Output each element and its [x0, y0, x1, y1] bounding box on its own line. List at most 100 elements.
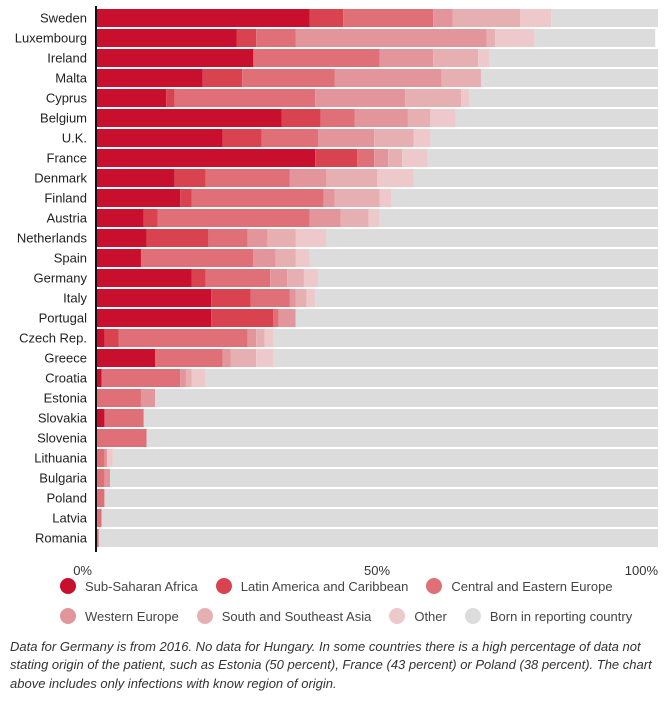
bar-segment — [96, 189, 181, 207]
bar-segment — [374, 149, 389, 167]
bar-segment — [104, 449, 108, 467]
category-label: Italy — [63, 291, 87, 306]
bar-segment — [205, 169, 290, 187]
chart-footnote: Data for Germany is from 2016. No data f… — [10, 639, 652, 691]
bar-segment — [413, 169, 658, 187]
bar-segment — [236, 29, 257, 47]
bar-segment — [191, 189, 324, 207]
bar-segment — [326, 229, 658, 247]
bar-segment — [96, 149, 316, 167]
legend-item-latin-america: Latin America and Caribbean — [215, 578, 408, 594]
bar-segment — [388, 149, 403, 167]
bar-segment — [379, 49, 434, 67]
legend-label: South and Southeast Asia — [221, 608, 372, 624]
bar-segment — [295, 249, 310, 267]
bar-segment — [104, 489, 659, 507]
bar-segment — [486, 29, 496, 47]
bar-segment — [96, 469, 105, 487]
category-label: Poland — [47, 491, 87, 506]
bar-segment — [247, 229, 268, 247]
bar-segment — [256, 329, 265, 347]
bar-segment — [461, 89, 470, 107]
category-label: Finland — [44, 191, 87, 206]
bar-segment — [278, 309, 296, 327]
bar-segment — [295, 229, 327, 247]
category-label: Croatia — [45, 371, 88, 386]
category-label: Bulgaria — [39, 471, 87, 486]
bar-segment — [343, 9, 434, 27]
category-label: Estonia — [44, 391, 88, 406]
bar-segment — [242, 69, 335, 87]
bar-segment — [96, 509, 102, 527]
category-label: Malta — [55, 71, 88, 86]
bar-segment — [96, 129, 223, 147]
legend-label: Born in reporting country — [489, 608, 633, 624]
bar-segment — [104, 469, 111, 487]
bar-segment — [317, 269, 658, 287]
bar-segment — [96, 369, 102, 387]
bar-segment — [427, 149, 658, 167]
bar-segment — [247, 329, 257, 347]
bar-segment — [250, 289, 290, 307]
bar-segment — [96, 329, 105, 347]
bar-segment — [205, 269, 271, 287]
bar-segment — [320, 109, 355, 127]
legend-item-western-europe: Western Europe — [60, 608, 179, 624]
bar-segment — [96, 269, 192, 287]
category-label: Spain — [54, 251, 87, 266]
bar-segment — [413, 129, 431, 147]
bar-segment — [452, 9, 521, 27]
x-tick-label: 0% — [73, 563, 92, 575]
category-label: U.K. — [62, 131, 87, 146]
bar-segment — [146, 229, 209, 247]
bar-segment — [377, 169, 414, 187]
bar-segment — [96, 89, 167, 107]
bar-segment — [315, 289, 658, 307]
legend-swatch — [464, 608, 481, 624]
bar-segment — [374, 129, 414, 147]
bar-segment — [309, 9, 344, 27]
bar-segment — [273, 309, 279, 327]
legend-swatch — [389, 608, 406, 624]
bar-segment — [433, 49, 479, 67]
bar-segment — [323, 189, 335, 207]
bar-segment — [166, 89, 175, 107]
bar-segment — [140, 389, 156, 407]
bar-segment — [96, 389, 141, 407]
category-label: Netherlands — [17, 231, 88, 246]
bar-segment — [430, 129, 658, 147]
bar-segment — [96, 349, 156, 367]
category-label: Latvia — [52, 511, 87, 526]
bar-segment — [230, 349, 257, 367]
bar-segment — [441, 69, 481, 87]
bar-segment — [264, 329, 274, 347]
bar-segment — [317, 129, 375, 147]
x-tick-label: 100% — [625, 563, 659, 575]
bar-segment — [534, 29, 656, 47]
bar-segment — [520, 9, 552, 27]
category-label: Sweden — [40, 11, 87, 26]
category-label: Lithuania — [34, 451, 88, 466]
bar-segment — [315, 149, 358, 167]
bar-segment — [104, 409, 144, 427]
bar-segment — [96, 289, 212, 307]
bar-segment — [143, 409, 658, 427]
bar-segment — [253, 49, 380, 67]
bar-segment — [309, 209, 341, 227]
bar-segment — [112, 449, 659, 467]
bar-segment — [96, 429, 147, 447]
bar-segment — [96, 69, 203, 87]
bar-segment — [101, 369, 181, 387]
bar-segment — [256, 29, 296, 47]
bar-segment — [306, 289, 316, 307]
bar-segment — [287, 269, 304, 287]
bar-segment — [289, 169, 327, 187]
bar-segment — [273, 349, 658, 367]
bar-segment — [430, 109, 456, 127]
bar-segment — [275, 249, 296, 267]
category-label: Austria — [47, 211, 88, 226]
stacked-bar-chart: Sweden Luxembourg Ireland Malta Cyprus Belgiu… — [15, 6, 659, 575]
legend-swatch — [215, 578, 232, 594]
chart-legend: Sub-Saharan Africa Latin America and Car… — [60, 574, 660, 634]
bar-segment — [281, 109, 321, 127]
